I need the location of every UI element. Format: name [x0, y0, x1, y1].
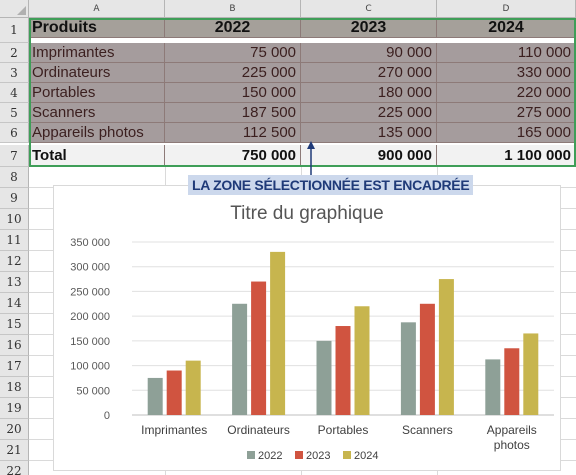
callout-arrow	[307, 141, 315, 178]
x-axis-category-labels: Imprimantes Ordinateurs Portables Scanners A…	[141, 423, 537, 452]
legend-label-2022: 2022	[258, 450, 282, 462]
cell-a1[interactable]: Produits	[29, 18, 165, 38]
x-category-label: Imprimantes	[141, 423, 207, 437]
cell-a6[interactable]: Appareils photos	[29, 123, 165, 143]
y-tick-label: 250 000	[70, 286, 110, 298]
row-header-17[interactable]: 17	[0, 356, 29, 377]
cell-c2[interactable]: 90 000	[301, 43, 437, 63]
cell-c4[interactable]: 180 000	[301, 83, 437, 103]
bar-2023-0[interactable]	[166, 370, 182, 415]
bar-2022-3[interactable]	[400, 322, 416, 415]
select-all-triangle-icon	[17, 6, 26, 15]
column-header-d[interactable]: D	[437, 0, 576, 18]
cell-b7[interactable]: 750 000	[165, 145, 301, 167]
bar-2023-2[interactable]	[335, 326, 351, 415]
row-header-1[interactable]: 1	[0, 18, 29, 43]
row-header-8[interactable]: 8	[0, 167, 29, 188]
row-header-2[interactable]: 2	[0, 43, 29, 63]
y-tick-label: 150 000	[70, 336, 110, 348]
bar-2024-3[interactable]	[438, 279, 454, 415]
cell-b3[interactable]: 225 000	[165, 63, 301, 83]
row-header-7[interactable]: 7	[0, 145, 29, 167]
cell-c3[interactable]: 270 000	[301, 63, 437, 83]
x-category-label: Appareils photos	[487, 423, 537, 452]
cell-c6[interactable]: 135 000	[301, 123, 437, 143]
cell-b5[interactable]: 187 500	[165, 103, 301, 123]
legend-label-2023: 2023	[306, 450, 330, 462]
row-header-20[interactable]: 20	[0, 419, 29, 440]
bar-2024-0[interactable]	[185, 360, 201, 415]
row-header-6[interactable]: 6	[0, 123, 29, 143]
cell-b1[interactable]: 2022	[165, 18, 301, 38]
cell-d7[interactable]: 1 100 000	[437, 145, 576, 167]
cell-b6[interactable]: 112 500	[165, 123, 301, 143]
y-tick-label: 100 000	[70, 361, 110, 373]
selection-callout: LA ZONE SÉLECTIONNÉE EST ENCADRÉE	[188, 175, 474, 195]
cell-a4[interactable]: Portables	[29, 83, 165, 103]
row-header-16[interactable]: 16	[0, 335, 29, 356]
cell-d6[interactable]: 165 000	[437, 123, 576, 143]
row-header-18[interactable]: 18	[0, 377, 29, 398]
bar-2023-1[interactable]	[251, 281, 267, 415]
cell-c5[interactable]: 225 000	[301, 103, 437, 123]
bar-2022-4[interactable]	[485, 359, 501, 415]
column-header-c[interactable]: C	[301, 0, 437, 18]
row-header-9[interactable]: 9	[0, 188, 29, 209]
cell-a7[interactable]: Total	[29, 145, 165, 167]
cell-b2[interactable]: 75 000	[165, 43, 301, 63]
row-header-3[interactable]: 3	[0, 63, 29, 83]
cell-a2[interactable]: Imprimantes	[29, 43, 165, 63]
x-category-label: Portables	[318, 423, 369, 437]
y-tick-label: 350 000	[70, 237, 110, 249]
y-tick-label: 200 000	[70, 311, 110, 323]
y-tick-label: 300 000	[70, 262, 110, 274]
column-header-b[interactable]: B	[165, 0, 301, 18]
bar-2022-2[interactable]	[316, 340, 332, 415]
x-category-label: Ordinateurs	[227, 423, 290, 437]
legend-label-2024: 2024	[354, 450, 378, 462]
cell-d3[interactable]: 330 000	[437, 63, 576, 83]
chart-object[interactable]: Titre du graphique 0 50 000 100 000 150 000…	[53, 185, 561, 471]
bar-2024-1[interactable]	[270, 251, 286, 415]
chart-title[interactable]: Titre du graphique	[230, 203, 384, 224]
row-header-11[interactable]: 11	[0, 230, 29, 251]
row-header-14[interactable]: 14	[0, 293, 29, 314]
column-header-a[interactable]: A	[29, 0, 165, 18]
select-all-corner[interactable]	[0, 0, 29, 18]
bar-2023-4[interactable]	[504, 348, 520, 415]
legend-swatch-2022	[247, 451, 255, 459]
bar-2022-1[interactable]	[232, 303, 248, 415]
cell-a5[interactable]: Scanners	[29, 103, 165, 123]
y-axis-tick-labels: 0 50 000 100 000 150 000 200 000 250 000 300 0…	[70, 237, 110, 422]
row-header-5[interactable]: 5	[0, 103, 29, 123]
row-header-19[interactable]: 19	[0, 398, 29, 419]
bar-2024-2[interactable]	[354, 306, 370, 415]
cell-b4[interactable]: 150 000	[165, 83, 301, 103]
cell-d1[interactable]: 2024	[437, 18, 576, 38]
row-header-10[interactable]: 10	[0, 209, 29, 230]
bar-2023-3[interactable]	[419, 303, 435, 415]
chart-svg: Titre du graphique 0 50 000 100 000 150 000…	[70, 203, 554, 462]
cell-d5[interactable]: 275 000	[437, 103, 576, 123]
row-header-22[interactable]: 22	[0, 461, 29, 475]
cell-d4[interactable]: 220 000	[437, 83, 576, 103]
cell-a3[interactable]: Ordinateurs	[29, 63, 165, 83]
bar-2022-0[interactable]	[147, 377, 163, 415]
x-category-label: Scanners	[402, 423, 453, 437]
bar-2024-4[interactable]	[523, 333, 539, 415]
chart-legend[interactable]: 2022 2023 2024	[247, 450, 378, 462]
row-header-13[interactable]: 13	[0, 272, 29, 293]
row-header-4[interactable]: 4	[0, 83, 29, 103]
chart-bars	[147, 251, 539, 415]
y-tick-label: 50 000	[76, 385, 110, 397]
row-header-21[interactable]: 21	[0, 440, 29, 461]
legend-swatch-2023	[295, 451, 303, 459]
row-header-12[interactable]: 12	[0, 251, 29, 272]
cell-d2[interactable]: 110 000	[437, 43, 576, 63]
row-header-15[interactable]: 15	[0, 314, 29, 335]
legend-swatch-2024	[343, 451, 351, 459]
y-tick-label: 0	[104, 410, 110, 422]
cell-c1[interactable]: 2023	[301, 18, 437, 38]
